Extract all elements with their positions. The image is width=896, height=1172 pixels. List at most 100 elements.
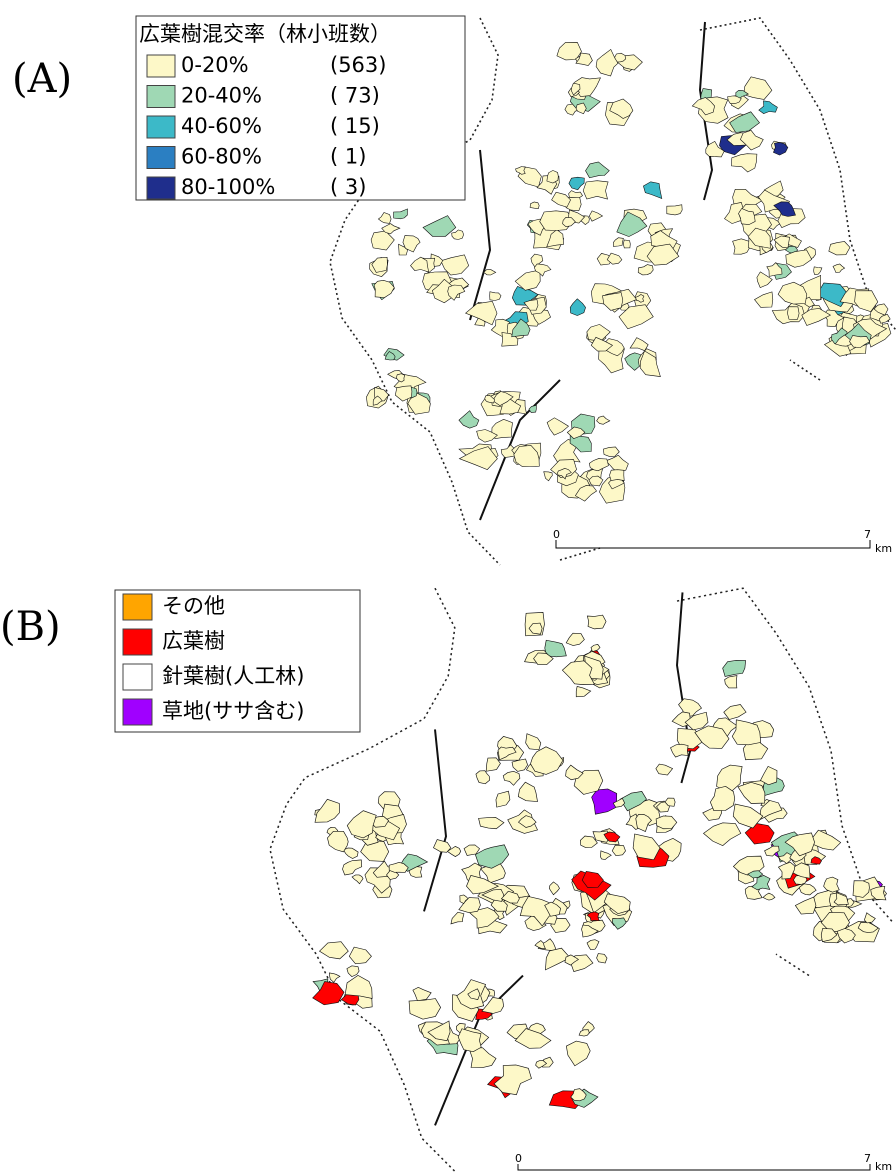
- stand-patch: [597, 416, 610, 424]
- scale-line: [518, 1164, 870, 1170]
- stand-patch: [409, 999, 441, 1020]
- stand-patch: [484, 270, 496, 276]
- stand-patch: [589, 211, 602, 221]
- stand-patch: [352, 875, 363, 884]
- stand-patch: [394, 209, 408, 219]
- stand-patch: [451, 912, 464, 924]
- stand-patch: [824, 877, 840, 892]
- stand-patch: [586, 162, 610, 178]
- stand-patch: [570, 299, 585, 316]
- legend-swatch: [147, 116, 175, 138]
- stand-patch: [476, 771, 490, 784]
- stand-patch: [327, 831, 348, 852]
- stand-patch: [349, 947, 371, 964]
- stand-patch: [723, 660, 746, 676]
- stand-patch: [671, 744, 689, 757]
- stand-patch: [552, 192, 571, 207]
- legend-label: 草地(ササ含む): [162, 699, 304, 723]
- stand-patch: [725, 676, 737, 688]
- scale-unit: km: [875, 1160, 892, 1172]
- stand-patch: [759, 101, 778, 114]
- stand-patch: [576, 686, 591, 696]
- stand-patch: [452, 230, 464, 240]
- stand-patch: [704, 823, 741, 846]
- stand-patch: [494, 1065, 531, 1095]
- stand-patch: [529, 405, 537, 412]
- stand-patch: [763, 893, 775, 900]
- stand-patch: [544, 472, 553, 481]
- stand-patch: [547, 418, 568, 435]
- stand-patch: [834, 893, 848, 905]
- stand-patch: [423, 216, 456, 237]
- stand-patch: [850, 335, 870, 347]
- stand-patch: [512, 759, 528, 771]
- stand-patch: [738, 782, 765, 803]
- legend-label: 60-80%: [181, 145, 262, 169]
- scale-end: 7: [864, 528, 871, 541]
- stand-patch: [724, 705, 746, 720]
- stand-patch: [788, 307, 800, 320]
- panel-label: (A): [12, 56, 72, 102]
- stand-patch: [490, 292, 501, 301]
- stand-patch: [587, 615, 606, 629]
- legend-title: 広葉樹混交率（林小班数）: [139, 22, 391, 46]
- stand-patch: [630, 338, 648, 351]
- stand-patch: [347, 966, 359, 977]
- stand-patch: [530, 747, 562, 775]
- stand-patch: [755, 292, 773, 308]
- stand-patch: [623, 240, 630, 248]
- legend-count: ( 15): [330, 114, 380, 138]
- stand-patch: [320, 942, 349, 959]
- stand-patch: [587, 940, 599, 950]
- stand-patch: [329, 973, 340, 983]
- stand-patch: [566, 633, 584, 645]
- stand-patch: [486, 758, 500, 771]
- stand-patch: [633, 834, 660, 860]
- legend-label: 20-40%: [181, 84, 262, 108]
- stand-patch: [732, 154, 757, 172]
- stand-patch: [710, 786, 734, 810]
- stand-patch: [343, 848, 358, 858]
- legend-b: その他広葉樹針葉樹(人工林)草地(ササ含む): [115, 590, 360, 732]
- stand-patch: [549, 882, 559, 895]
- stand-patch: [583, 181, 608, 199]
- stand-patch: [799, 884, 816, 895]
- stand-patch: [396, 374, 405, 382]
- stand-patch: [475, 845, 508, 869]
- legend-label: 0-20%: [181, 53, 249, 77]
- stand-patch: [656, 764, 673, 775]
- stand-patch: [518, 782, 537, 801]
- stand-patch: [547, 170, 558, 183]
- stand-patch: [643, 182, 661, 199]
- page: (A) 広葉樹混交率（林小班数） 0-20%(563)20-40%( 73)40…: [0, 0, 896, 1172]
- stand-patch: [378, 213, 391, 224]
- legend-label: 針葉樹(人工林): [162, 664, 304, 688]
- stand-patch: [612, 918, 626, 929]
- stand-patch: [591, 644, 600, 651]
- legend-count: ( 3): [330, 175, 366, 199]
- stand-patch: [413, 987, 431, 1000]
- stand-patch: [638, 265, 653, 275]
- legend-swatch: [147, 147, 175, 169]
- stand-patch: [760, 766, 777, 784]
- stand-patch: [579, 1030, 589, 1036]
- legend-swatch: [123, 629, 152, 655]
- stand-patch: [603, 293, 623, 311]
- stand-patch: [600, 851, 611, 860]
- stand-patch: [640, 351, 660, 377]
- stand-patch: [535, 941, 545, 949]
- legend-label: 40-60%: [181, 114, 262, 138]
- legend-swatch: [123, 699, 152, 725]
- scale-bar: 0 7 km: [515, 1152, 892, 1172]
- stand-patch: [795, 897, 816, 914]
- stand-patch: [612, 845, 625, 856]
- legend-swatch: [147, 177, 175, 199]
- stand-patch: [569, 177, 584, 190]
- stand-patch: [530, 202, 539, 209]
- panel-label: (B): [0, 604, 61, 650]
- legend-swatch: [123, 594, 152, 620]
- stand-patch: [479, 817, 504, 828]
- scale-line: [556, 540, 870, 548]
- legend-swatch: [123, 664, 152, 690]
- stand-patch: [345, 975, 372, 998]
